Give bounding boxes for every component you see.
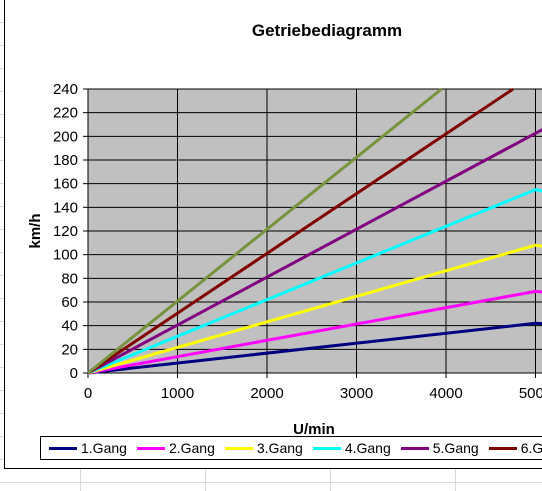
series-line-6.Gang bbox=[87, 87, 514, 375]
y-tick-label: 60 bbox=[61, 294, 78, 311]
legend-label: 6.Gang bbox=[520, 440, 542, 456]
legend-label: 4.Gang bbox=[344, 440, 391, 456]
axis-lines bbox=[83, 88, 542, 378]
x-tick-label: 3000 bbox=[340, 385, 373, 402]
y-tick-label: 140 bbox=[53, 199, 78, 216]
y-tick-label: 180 bbox=[53, 152, 78, 169]
legend-label: 3.Gang bbox=[256, 440, 303, 456]
series-line-2.Gang bbox=[87, 289, 542, 375]
x-axis-title: U/min bbox=[293, 421, 335, 438]
legend-swatch bbox=[224, 446, 253, 450]
legend-swatch bbox=[49, 446, 77, 450]
chart-area[interactable]: 0100020003000400050006000 02040608010012… bbox=[4, 0, 542, 469]
series-line-3.Gang bbox=[87, 243, 542, 375]
chart-canvas: 0100020003000400050006000 02040608010012… bbox=[27, 21, 542, 438]
series-lines bbox=[87, 87, 542, 375]
x-tick-label: 2000 bbox=[250, 385, 283, 402]
series-line-4.Gang bbox=[87, 188, 542, 375]
y-tick-label: 100 bbox=[53, 247, 78, 264]
legend-item: 5.Gang bbox=[400, 440, 479, 456]
legend-swatch bbox=[136, 446, 165, 450]
y-tick-label: 240 bbox=[53, 81, 78, 98]
x-tick-label: 5000 bbox=[519, 385, 542, 402]
chart-title: Getriebediagramm bbox=[252, 21, 402, 40]
y-axis-title: km/h bbox=[27, 213, 44, 248]
x-tick-label: 0 bbox=[84, 385, 92, 402]
legend-item: 3.Gang bbox=[224, 440, 303, 456]
x-tick-labels: 0100020003000400050006000 bbox=[84, 385, 542, 402]
legend-item: 1.Gang bbox=[49, 440, 127, 456]
legend-label: 5.Gang bbox=[432, 440, 479, 456]
legend-swatch bbox=[400, 446, 429, 450]
legend-label: 2.Gang bbox=[168, 440, 215, 456]
y-tick-label: 80 bbox=[61, 270, 78, 287]
legend-swatch bbox=[312, 446, 341, 450]
legend-item: 2.Gang bbox=[136, 440, 215, 456]
series-line-5.Gang bbox=[87, 128, 542, 375]
legend-item: 6.Gang bbox=[488, 440, 542, 456]
y-tick-label: 120 bbox=[53, 223, 78, 240]
legend-swatch bbox=[488, 446, 517, 450]
y-tick-label: 0 bbox=[70, 365, 78, 382]
y-tick-label: 200 bbox=[53, 128, 78, 145]
y-tick-label: 160 bbox=[53, 176, 78, 193]
legend-label: 1.Gang bbox=[81, 440, 127, 456]
y-tick-label: 40 bbox=[61, 318, 78, 335]
series-line-unnamed bbox=[87, 87, 443, 375]
series-line-1.Gang bbox=[87, 321, 542, 375]
y-tick-label: 20 bbox=[61, 341, 78, 358]
y-tick-label: 220 bbox=[53, 105, 78, 122]
chart-legend: 1.Gang 2.Gang 3.Gang 4.Gang 5.Gang 6.Gang bbox=[40, 436, 542, 460]
x-tick-label: 1000 bbox=[161, 385, 194, 402]
legend-item: 4.Gang bbox=[312, 440, 391, 456]
x-tick-label: 4000 bbox=[429, 385, 462, 402]
y-tick-labels: 0 20 40 60 80 100 120 140 160 180 200 220 240 bbox=[53, 81, 78, 382]
